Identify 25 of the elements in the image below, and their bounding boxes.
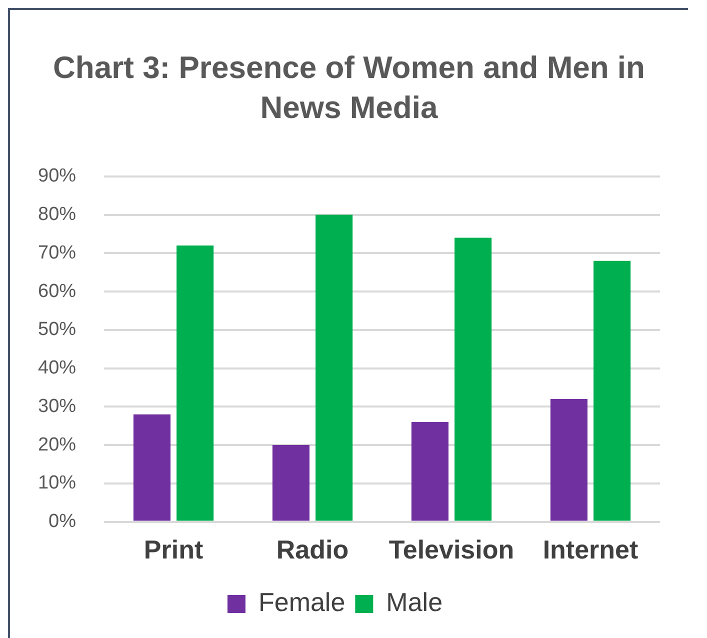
y-tick-label: 30% xyxy=(38,395,76,416)
bar xyxy=(454,237,492,520)
y-tick-label: 70% xyxy=(38,242,76,263)
y-tick-label: 50% xyxy=(38,318,76,340)
y-tick-label: 60% xyxy=(38,280,76,302)
legend-label: Female xyxy=(258,586,346,617)
y-tick-label: 0% xyxy=(48,510,76,532)
y-tick-label: 90% xyxy=(38,165,76,186)
y-tick-label: 10% xyxy=(38,472,76,494)
bar xyxy=(316,214,353,520)
bar xyxy=(133,414,171,520)
x-tick-label: Radio xyxy=(276,534,349,564)
bar xyxy=(594,260,631,520)
bar xyxy=(411,422,448,520)
bar xyxy=(176,245,214,520)
bar xyxy=(550,398,588,520)
legend-label: Male xyxy=(386,586,443,617)
x-tick-label: Print xyxy=(144,534,204,564)
x-tick-label: Television xyxy=(388,534,514,564)
y-tick-label: 80% xyxy=(38,204,76,225)
y-tick-label: 20% xyxy=(38,434,76,455)
chart-title: Chart 3: Presence of Women and Men in News Media xyxy=(52,49,646,128)
bar xyxy=(272,444,310,520)
x-tick-label: Internet xyxy=(542,534,639,564)
y-tick-label: 40% xyxy=(38,357,76,378)
